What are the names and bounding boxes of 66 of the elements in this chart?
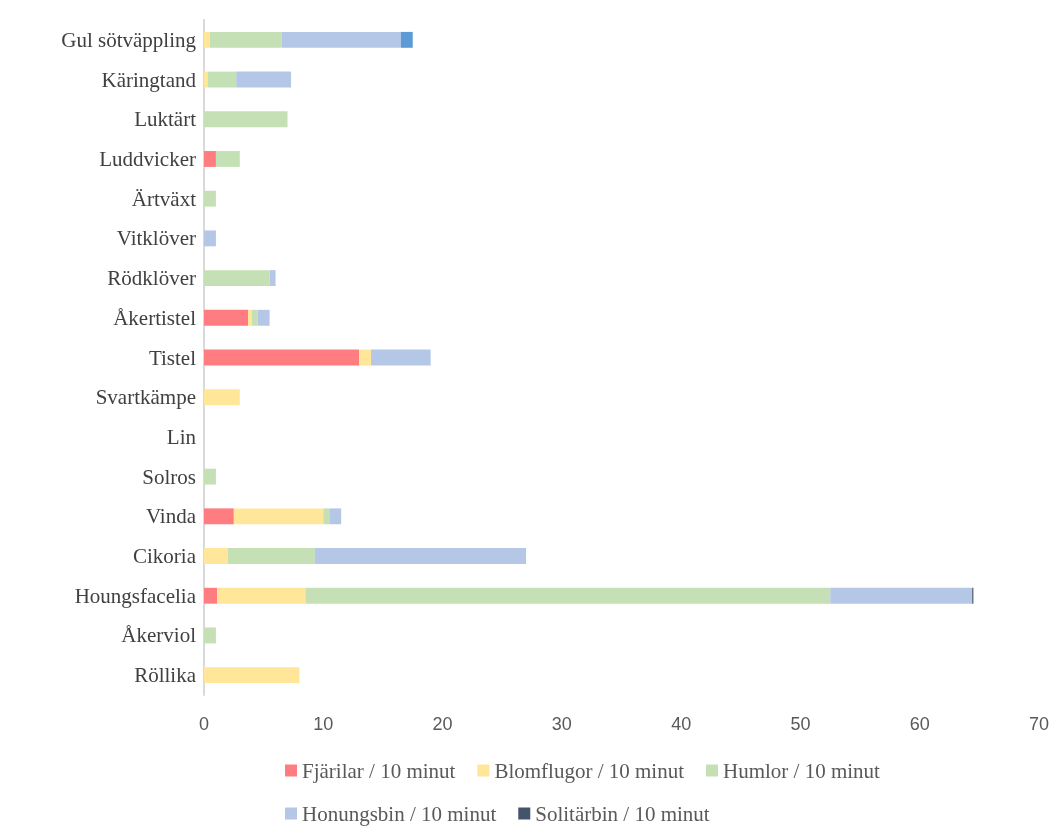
legend-label: Humlor / 10 minut — [722, 758, 881, 783]
legend-label: Honungsbin / 10 minut — [302, 801, 497, 826]
y-tick-label: Cikoria — [133, 544, 197, 569]
bar — [830, 587, 973, 604]
y-tick-label: Gul sötväppling — [61, 27, 197, 52]
y-tick-label: Solros — [142, 464, 196, 489]
x-tick-label: 30 — [551, 714, 572, 734]
x-tick-label: 40 — [671, 714, 692, 734]
legend-label: Blomflugor / 10 minut — [494, 758, 685, 783]
y-tick-label: Åkerviol — [121, 623, 197, 648]
y-tick-label: Lin — [166, 424, 197, 449]
bar — [204, 309, 249, 326]
bar — [217, 587, 306, 604]
legend-label: Solitärbin / 10 minut — [535, 801, 710, 826]
bar — [248, 309, 252, 326]
y-tick-label: Svartkämpe — [95, 385, 196, 410]
bar — [204, 468, 216, 485]
bar — [371, 349, 431, 366]
bar — [204, 349, 360, 366]
x-tick-label: 70 — [1028, 714, 1050, 734]
bar — [305, 587, 831, 604]
bar — [204, 389, 240, 406]
bar — [359, 349, 371, 366]
bar — [204, 627, 216, 644]
bar — [314, 548, 527, 564]
bar — [204, 270, 270, 287]
y-tick-label: Luktärt — [134, 107, 197, 132]
bar — [236, 71, 292, 88]
bar — [204, 508, 234, 525]
bar — [204, 151, 216, 167]
x-tick-label: 50 — [790, 714, 811, 734]
x-tick-label: 10 — [313, 714, 334, 734]
y-tick-label: Käringtand — [101, 67, 197, 92]
bar — [215, 151, 240, 167]
y-tick-label: Röllika — [134, 663, 197, 688]
legend-label: Fjärilar / 10 minut — [302, 758, 456, 783]
x-tick-label: 20 — [432, 714, 453, 734]
y-tick-label: Vinda — [145, 504, 197, 529]
y-tick-label: Vitklöver — [116, 226, 196, 251]
x-tick-label: 60 — [909, 714, 930, 734]
bar — [204, 667, 300, 684]
bar — [204, 548, 228, 564]
bar — [204, 31, 210, 48]
bar — [227, 548, 315, 564]
y-tick-label: Åkertistel — [113, 305, 197, 330]
bar — [269, 270, 276, 287]
bar — [204, 111, 288, 128]
bar — [209, 31, 282, 48]
y-tick-label: Rödklöver — [107, 266, 197, 291]
bar — [204, 71, 208, 88]
bar — [281, 31, 401, 48]
bar — [251, 309, 258, 326]
bar — [207, 71, 237, 88]
bar — [204, 190, 216, 207]
bar — [204, 587, 218, 604]
y-tick-label: Tistel — [148, 345, 197, 370]
bar — [323, 508, 330, 525]
bar — [329, 508, 342, 525]
y-tick-label: Luddvicker — [99, 146, 197, 171]
bar — [233, 508, 324, 525]
bar — [400, 31, 413, 48]
bar — [204, 230, 216, 247]
bar — [257, 309, 270, 326]
y-tick-label: Houngsfacelia — [74, 583, 197, 608]
x-tick-label: 0 — [198, 714, 210, 734]
y-tick-label: Ärtväxt — [131, 186, 197, 211]
